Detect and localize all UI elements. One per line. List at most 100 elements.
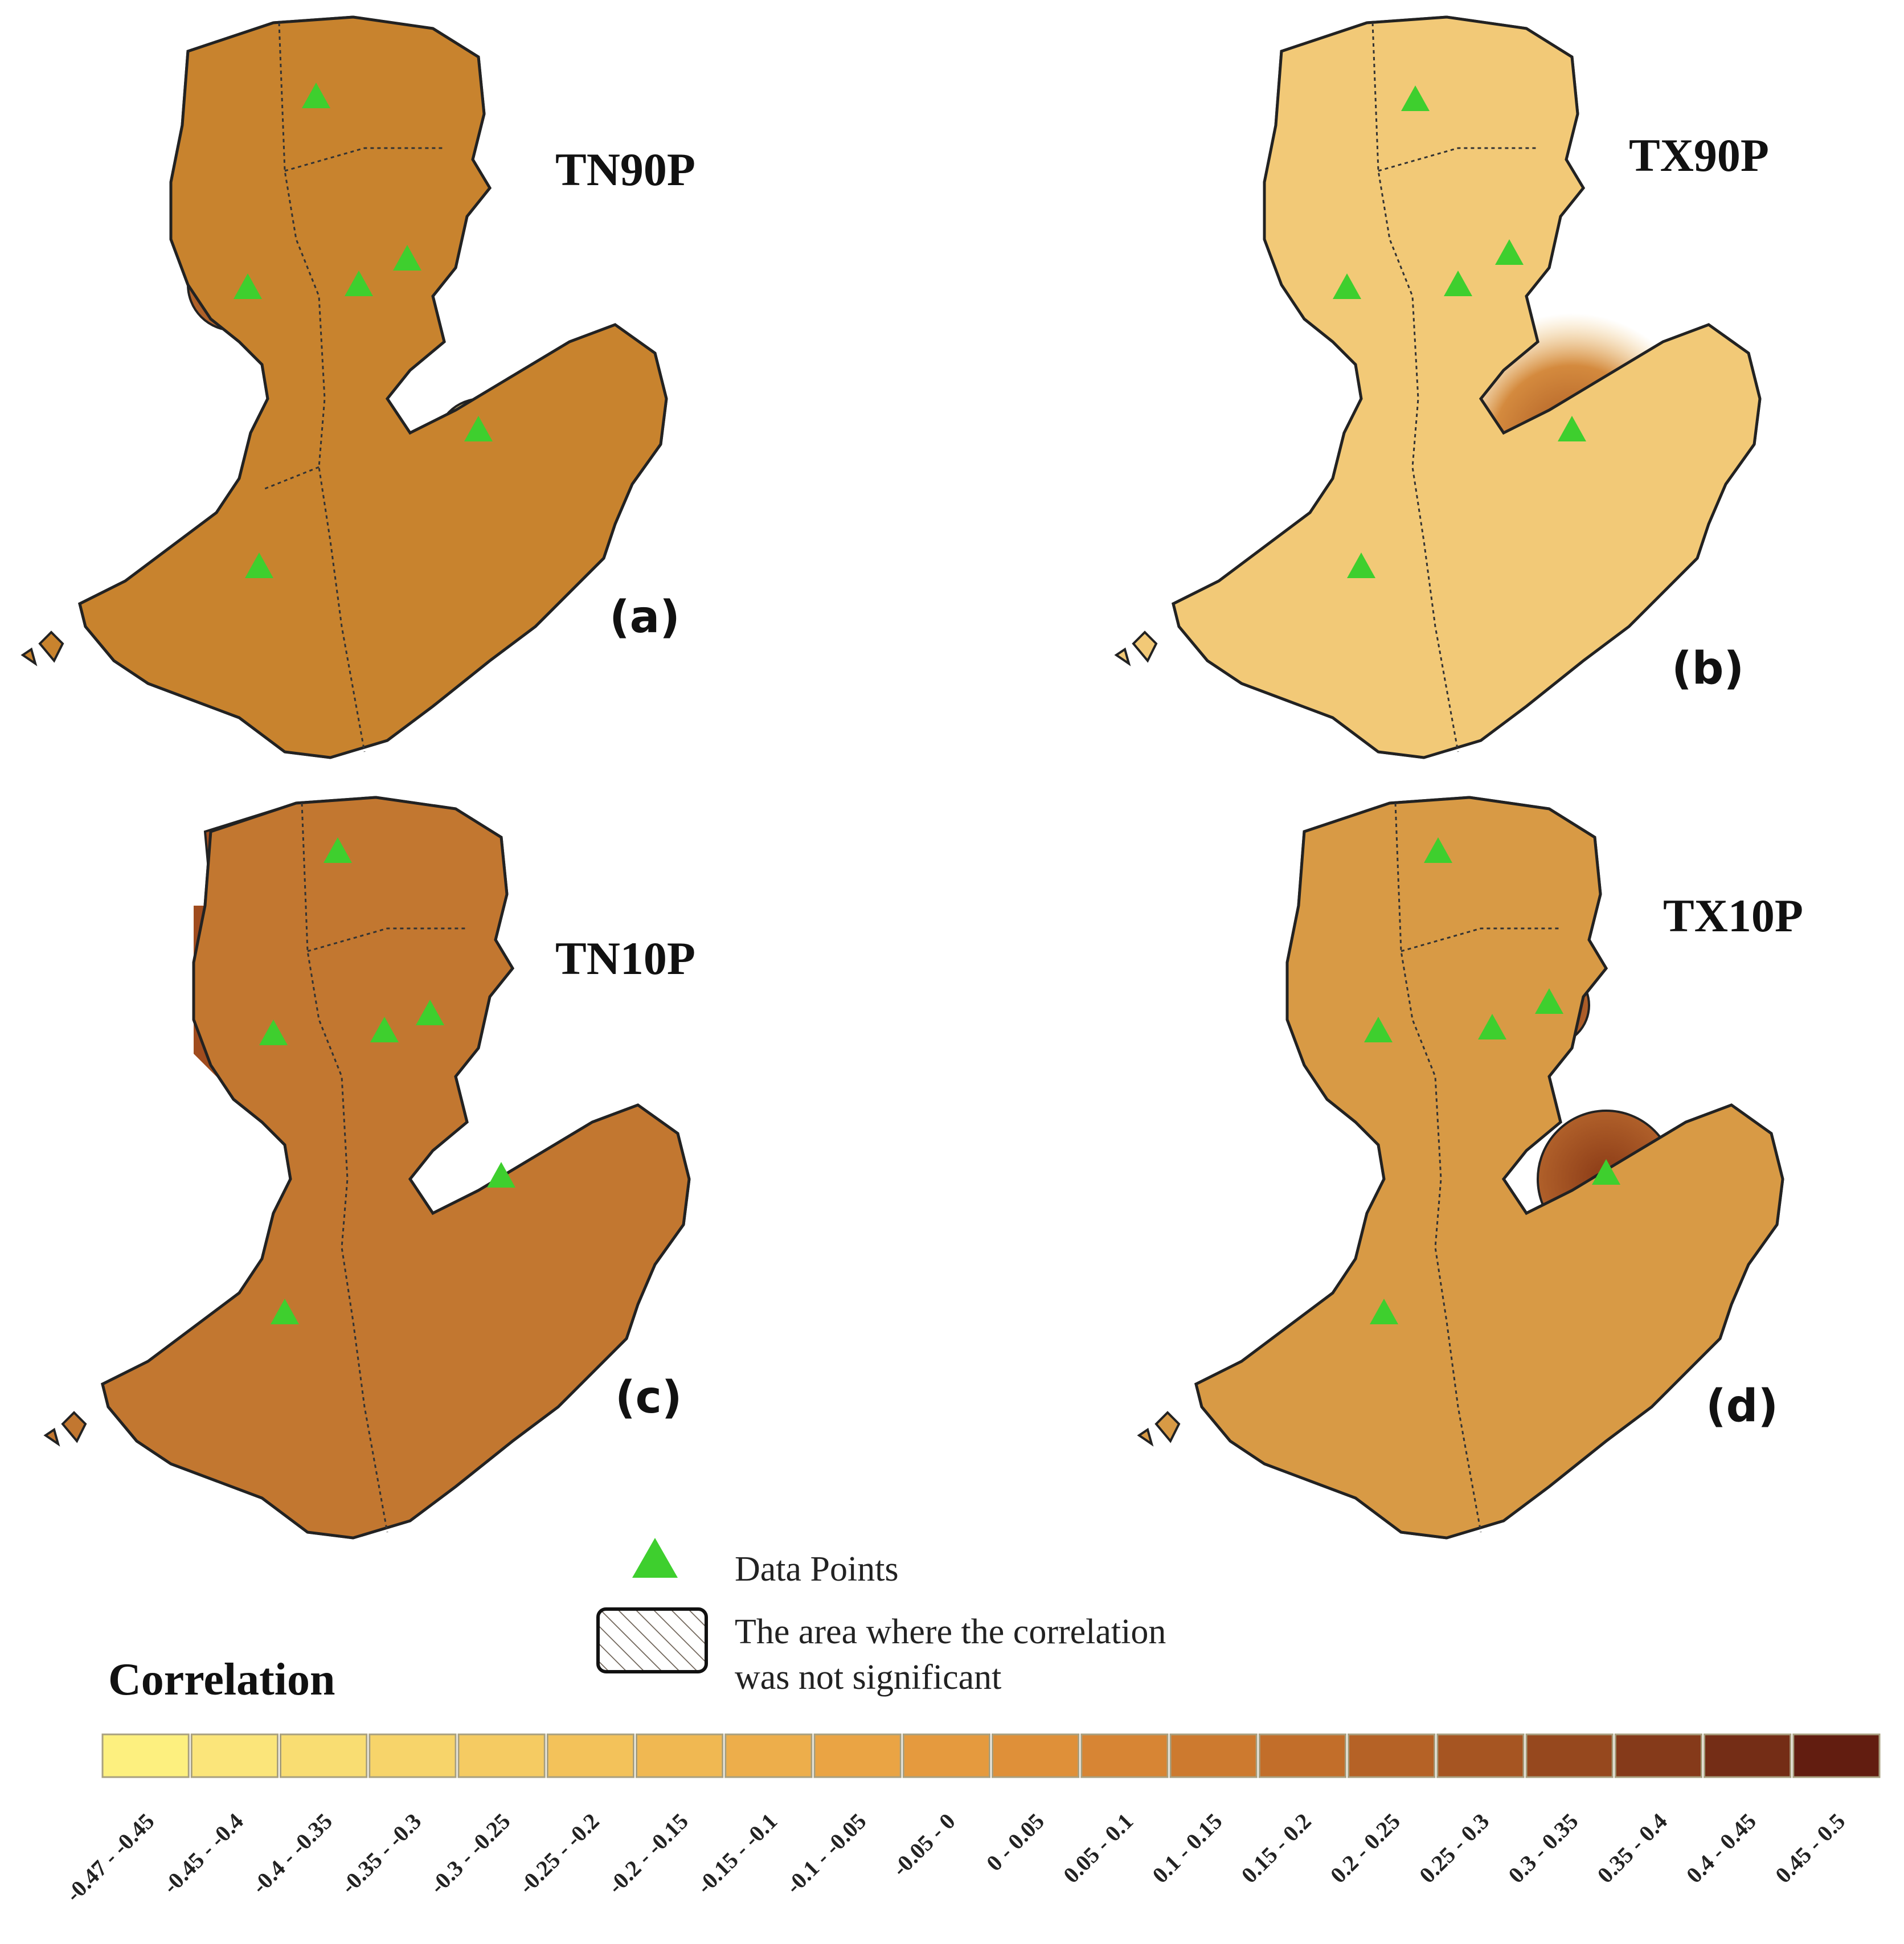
color-class-swatch <box>1436 1733 1525 1778</box>
color-class-swatch <box>1348 1733 1436 1778</box>
island <box>1137 1411 1181 1447</box>
panel-letter: (d) <box>1706 1381 1778 1432</box>
data-point-icon <box>1495 239 1524 265</box>
color-class-swatch <box>190 1733 279 1778</box>
data-point-icon <box>1364 1017 1393 1042</box>
data-point-icon <box>393 245 421 271</box>
data-point-icon <box>245 552 273 578</box>
color-class-swatch <box>1792 1733 1881 1778</box>
color-class-label: 0 - 0.05 <box>981 1808 1049 1876</box>
color-class-label: -0.4 - -0.35 <box>247 1808 337 1899</box>
color-class-label: -0.2 - -0.15 <box>603 1808 693 1899</box>
color-class-label: 0.25 - 0.3 <box>1414 1808 1494 1888</box>
data-point-icon <box>1347 552 1375 578</box>
data-point-icon <box>234 273 262 299</box>
district-boundary <box>307 927 467 952</box>
color-class-label: 0.15 - 0.2 <box>1236 1808 1316 1888</box>
data-point-icon <box>370 1017 399 1042</box>
color-class-swatch <box>1525 1733 1614 1778</box>
color-class-swatch <box>902 1733 990 1778</box>
color-class-swatch <box>101 1733 190 1778</box>
data-point-icon <box>1444 271 1472 296</box>
island <box>1114 631 1158 666</box>
map-panel-tx90p: TX90P (b) <box>1114 15 1769 759</box>
data-point-icon <box>259 1020 288 1045</box>
correlation-color-ramp <box>101 1733 1881 1778</box>
data-point-icon <box>632 1538 678 1578</box>
color-class-label: -0.3 - -0.25 <box>424 1808 515 1899</box>
color-class-swatch <box>1614 1733 1702 1778</box>
data-points <box>234 83 493 578</box>
legend-heading: Correlation <box>108 1655 335 1705</box>
data-points <box>1364 837 1620 1324</box>
color-class-label: -0.25 - -0.2 <box>514 1808 604 1899</box>
map-panel-tx10p: TX10P (d) <box>1137 796 1803 1540</box>
data-point-icon <box>487 1162 515 1188</box>
hatch-swatch-icon <box>596 1607 708 1673</box>
data-point-icon <box>271 1299 299 1324</box>
data-point-icon <box>1535 988 1563 1014</box>
map-panel-tn90p: TN90P (a) <box>21 15 695 759</box>
color-class-swatch <box>1169 1733 1258 1778</box>
color-class-swatch <box>457 1733 546 1778</box>
island <box>21 631 64 666</box>
color-class-label: 0.3 - 0.35 <box>1503 1808 1583 1888</box>
data-point-icon <box>1558 416 1586 441</box>
color-class-swatch <box>992 1733 1080 1778</box>
legend-symbols: Data Points The area where the correlati… <box>596 1538 1166 1697</box>
data-points <box>1333 85 1586 578</box>
color-class-label: 0.4 - 0.45 <box>1681 1808 1761 1888</box>
data-point-icon <box>1401 85 1430 111</box>
data-point-icon <box>416 1000 444 1025</box>
district-boundary <box>1378 147 1538 172</box>
color-class-label: -0.15 - -0.1 <box>691 1808 782 1899</box>
data-point-icon <box>1592 1159 1620 1185</box>
legend-not-significant-line1: The area where the correlation <box>735 1613 1166 1651</box>
panel-letter: (c) <box>615 1372 682 1423</box>
color-class-label: -0.45 - -0.4 <box>158 1808 248 1899</box>
data-point-icon <box>1333 273 1361 299</box>
color-class-label: -0.05 - 0 <box>887 1808 960 1881</box>
data-point-icon <box>345 271 373 296</box>
map-panel-tn10p: TN10P (c) <box>43 796 695 1540</box>
data-point-icon <box>1424 837 1452 863</box>
district-boundary <box>1394 803 1482 1533</box>
legend-data-points-label: Data Points <box>735 1550 899 1589</box>
color-class-swatch <box>724 1733 813 1778</box>
color-class-label: -0.1 - -0.05 <box>780 1808 871 1899</box>
color-class-swatch <box>280 1733 368 1778</box>
panel-title: TX90P <box>1629 129 1769 181</box>
color-class-label: 0.05 - 0.1 <box>1058 1808 1138 1888</box>
district-boundary <box>261 466 320 491</box>
data-points <box>259 837 515 1324</box>
color-class-swatch <box>636 1733 724 1778</box>
district-boundary <box>301 803 388 1533</box>
panel-title: TN90P <box>555 144 695 195</box>
data-point-icon <box>302 83 330 108</box>
district-boundary <box>1401 927 1561 952</box>
color-class-swatch <box>813 1733 902 1778</box>
color-class-swatch <box>546 1733 634 1778</box>
district-boundary <box>284 147 444 172</box>
color-class-swatch <box>1258 1733 1346 1778</box>
color-class-label: -0.35 - -0.3 <box>335 1808 426 1899</box>
color-class-label: 0.45 - 0.5 <box>1770 1808 1850 1888</box>
color-class-label: 0.1 - 0.15 <box>1147 1808 1227 1888</box>
color-class-swatch <box>1704 1733 1792 1778</box>
color-class-label: 0.35 - 0.4 <box>1592 1808 1672 1888</box>
panel-letter: (a) <box>609 592 680 643</box>
color-class-swatch <box>368 1733 457 1778</box>
color-class-label: -0.47 - -0.45 <box>60 1808 159 1907</box>
legend-not-significant-line2: was not significant <box>735 1658 1001 1697</box>
district-boundary <box>1371 22 1459 752</box>
district-boundary <box>278 22 366 752</box>
panel-letter: (b) <box>1672 643 1744 694</box>
data-point-icon <box>1478 1014 1506 1039</box>
correlation-class-labels: -0.47 - -0.45-0.45 - -0.4-0.4 - -0.35-0.… <box>60 1808 1850 1907</box>
data-point-icon <box>464 416 493 441</box>
data-point-icon <box>324 837 352 863</box>
panel-title: TX10P <box>1663 890 1803 942</box>
color-class-swatch <box>1080 1733 1169 1778</box>
data-point-icon <box>1370 1299 1398 1324</box>
